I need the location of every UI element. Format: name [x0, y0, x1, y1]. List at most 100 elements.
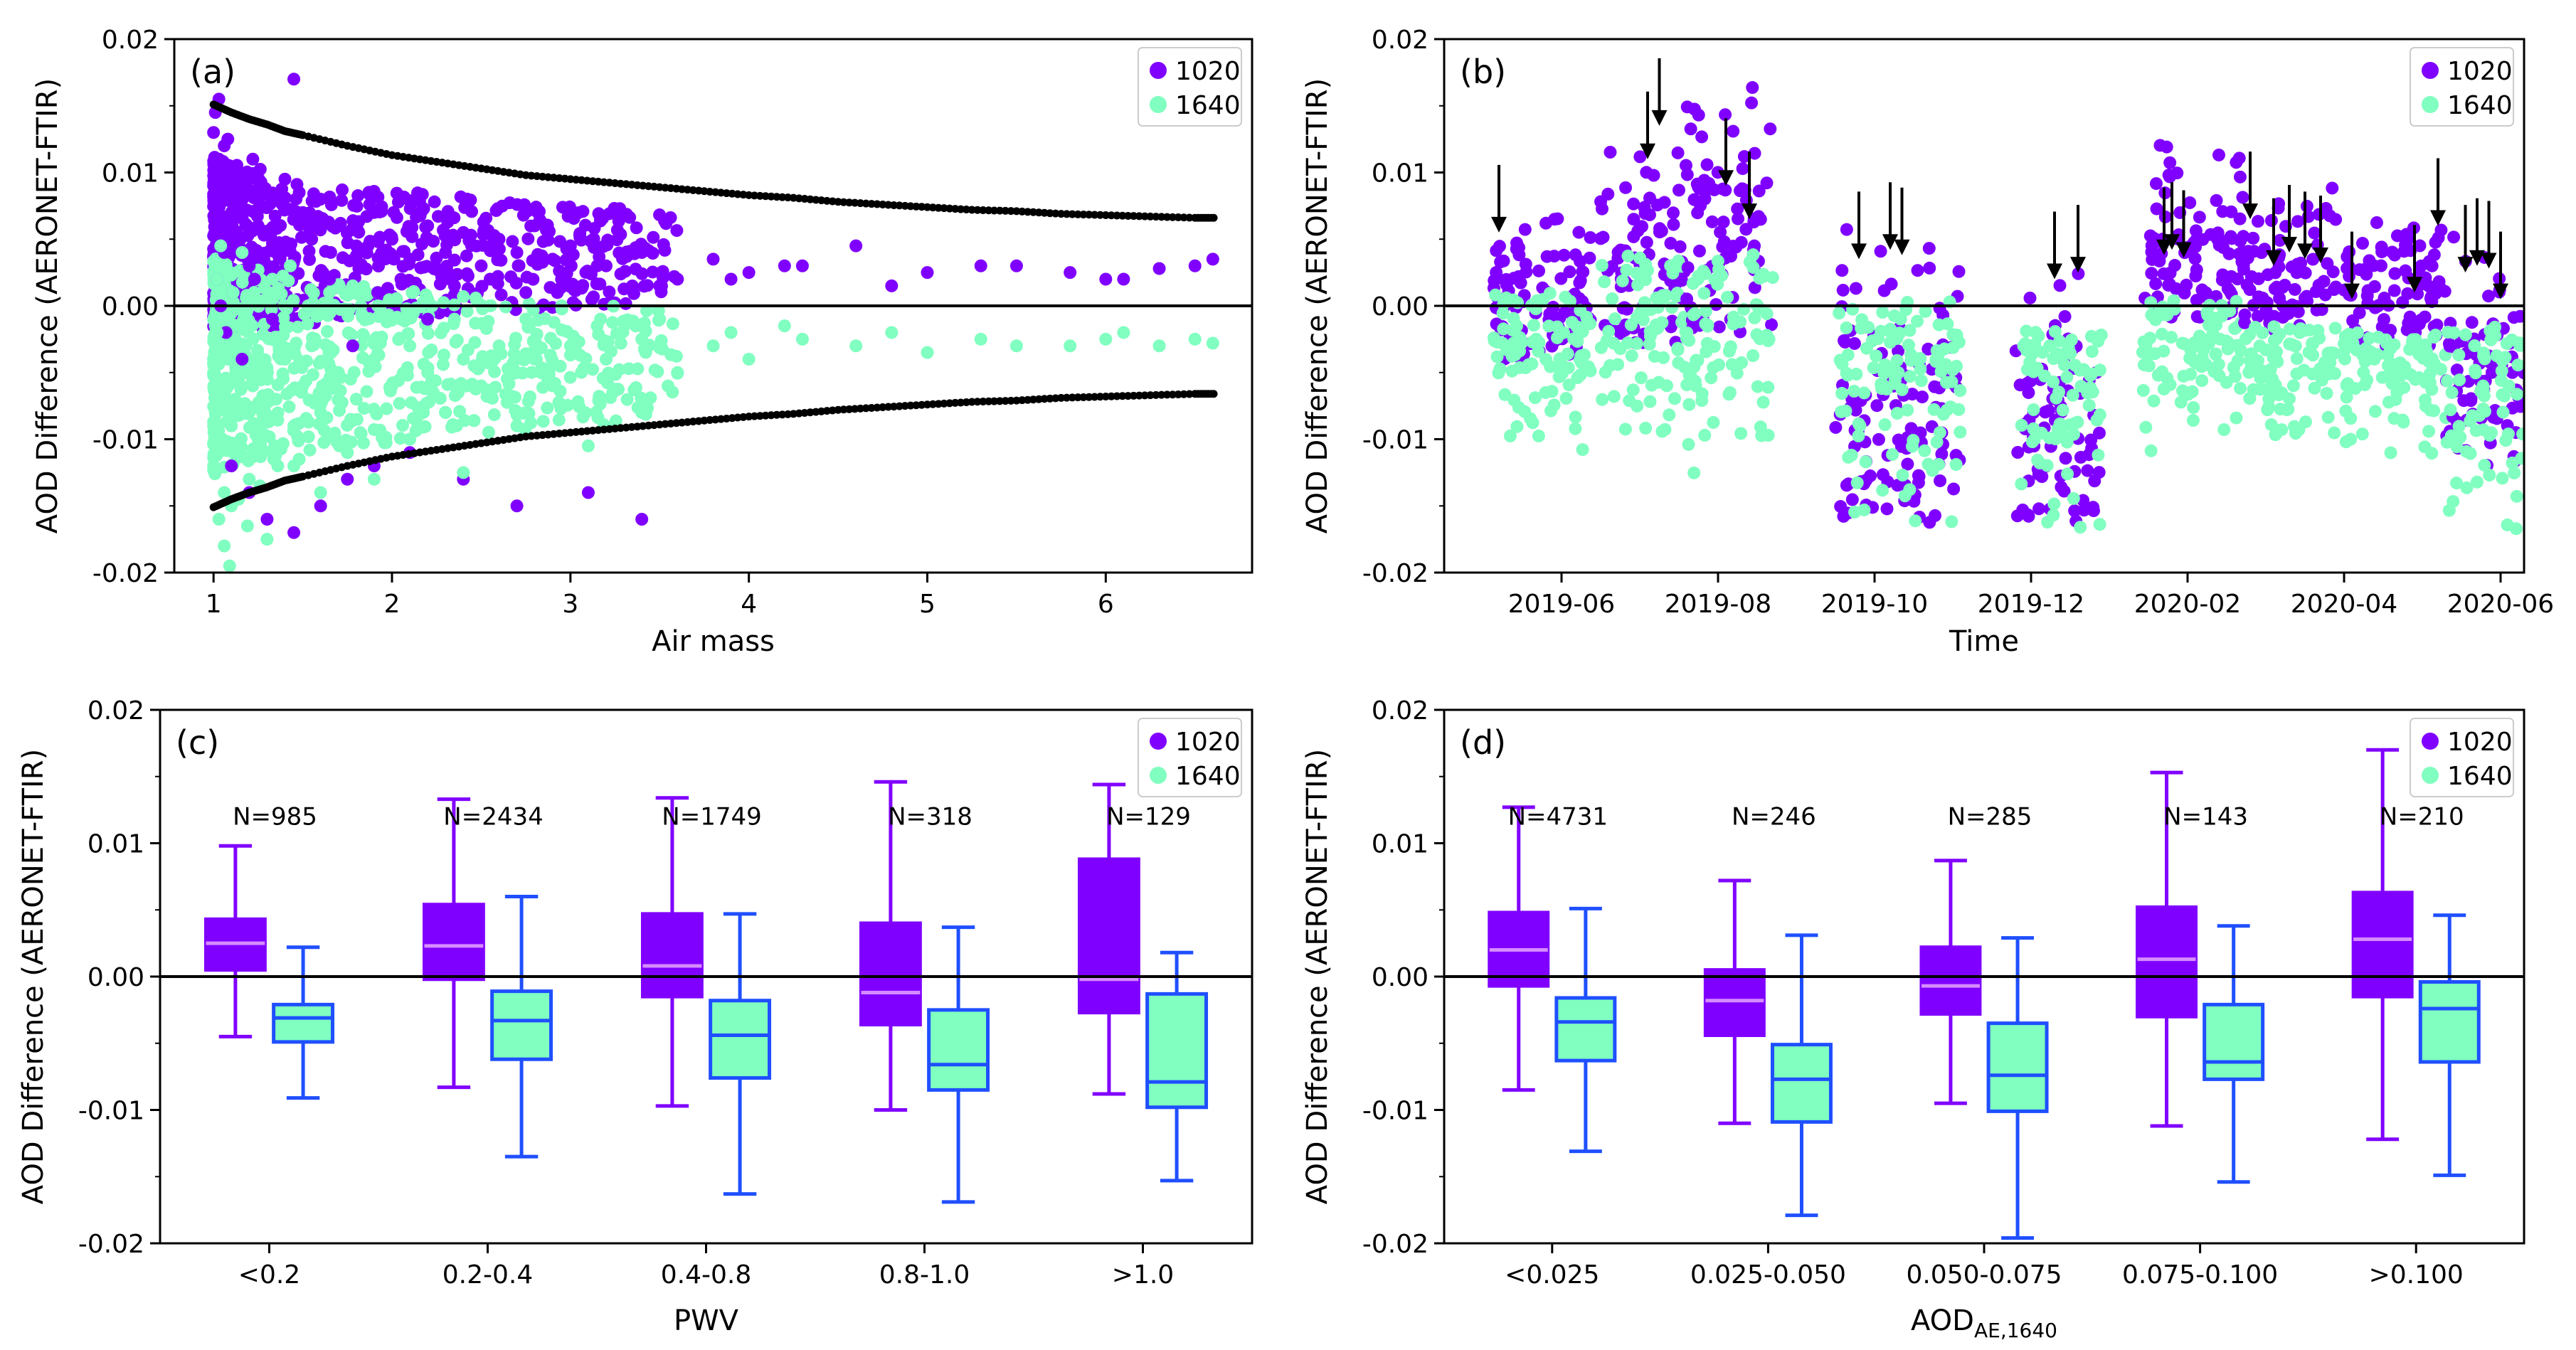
point-1640: [849, 339, 863, 353]
point-1020: [314, 193, 327, 206]
point-1020: [1751, 210, 1765, 223]
point-1640: [1712, 262, 1725, 276]
envelope-lower-point: [895, 402, 903, 410]
envelope-upper-point: [879, 201, 887, 208]
point-1640: [1855, 321, 1868, 335]
point-1640: [571, 395, 585, 408]
point-1020: [2298, 292, 2311, 305]
point-1640: [510, 366, 524, 379]
point-1640: [1860, 341, 1874, 355]
point-1020: [671, 272, 684, 286]
point-1020: [421, 219, 435, 233]
point-1020: [2163, 170, 2176, 184]
arrow-head: [2047, 263, 2062, 280]
legend-label-1020: 1020: [2447, 728, 2513, 757]
point-1640: [656, 342, 669, 356]
envelope-lower-point: [1074, 393, 1082, 402]
point-1020: [302, 245, 316, 258]
panel-c: N=985 N=2434 N=1749 N=318 N=129 -0.02 -0.01 0.0…: [17, 696, 1253, 1337]
arrow-head: [2156, 239, 2172, 255]
point-1640: [2340, 390, 2353, 404]
point-1640: [1893, 326, 1907, 340]
point-1640: [1747, 349, 1760, 362]
y-tick-label: 0.00: [88, 963, 144, 992]
point-1020: [1672, 184, 1685, 197]
point-1640: [278, 353, 292, 366]
point-1640: [531, 314, 545, 327]
point-1640: [1751, 380, 1764, 393]
envelope-lower-point: [862, 404, 870, 413]
x-tick-label: 3: [562, 590, 578, 619]
legend: 1020 1640: [2410, 718, 2514, 797]
point-1640: [1668, 392, 1681, 405]
point-1640: [233, 446, 247, 459]
envelope-lower-point: [901, 402, 909, 410]
point-1020: [2035, 470, 2049, 484]
envelope-upper-point: [923, 203, 931, 211]
point-1020: [477, 228, 490, 242]
box-1020: [2351, 748, 2414, 1142]
point-1020: [1519, 257, 1532, 271]
point-1640: [2136, 383, 2150, 397]
point-1020: [2272, 260, 2286, 274]
point-1020: [1594, 232, 1608, 245]
point-1020: [2251, 309, 2264, 323]
box-1640: [1145, 950, 1209, 1183]
point-1020: [476, 239, 489, 253]
point-1020: [2058, 310, 2072, 324]
point-1640: [1898, 489, 1912, 503]
point-1020: [1760, 176, 1774, 190]
point-1640: [251, 344, 265, 357]
point-1640: [1643, 337, 1656, 351]
point-1020: [1658, 196, 1671, 209]
point-1020: [2236, 191, 2249, 204]
point-1020: [2190, 310, 2204, 324]
point-1020: [2225, 270, 2238, 283]
point-1020: [516, 208, 530, 222]
point-1640: [669, 349, 683, 363]
point-1640: [2267, 320, 2281, 334]
point-1640: [248, 292, 261, 306]
envelope-upper-point: [1091, 211, 1099, 219]
point-1020: [1731, 202, 1744, 216]
point-1020: [2430, 318, 2444, 331]
point-1640: [671, 366, 684, 379]
point-1640: [370, 408, 383, 421]
point-1640: [210, 449, 223, 462]
point-1640: [1919, 304, 1932, 318]
point-1640: [2030, 361, 2044, 375]
point-1640: [1552, 370, 1566, 383]
point-1640: [2445, 386, 2459, 399]
envelope-upper-point: [962, 206, 970, 214]
point-1640: [2090, 413, 2104, 427]
point-1020: [2088, 474, 2101, 488]
point-1640: [1954, 425, 1967, 439]
point-1640: [305, 339, 319, 353]
point-1640: [1569, 422, 1582, 435]
point-1020: [1764, 122, 1777, 136]
point-1640: [1503, 429, 1517, 442]
point-1640: [560, 325, 573, 339]
point-1640: [1490, 350, 1504, 363]
point-1640: [2244, 347, 2258, 361]
x-tick-label: 4: [741, 590, 757, 619]
point-1640: [2338, 352, 2352, 366]
point-1640: [403, 339, 417, 353]
envelope-lower-point: [957, 398, 965, 407]
point-1640: [2174, 395, 2188, 409]
point-1020: [1752, 184, 1766, 198]
point-1640: [2419, 338, 2432, 351]
envelope-upper-point: [1007, 207, 1015, 216]
point-1020: [2272, 197, 2286, 211]
envelope-upper-point: [1096, 211, 1104, 219]
envelope-lower-point: [973, 398, 982, 406]
point-1640: [1670, 287, 1684, 300]
point-1640: [2025, 435, 2039, 449]
point-1640: [221, 341, 235, 355]
x-axis-label: AODAE,1640: [1911, 1304, 2057, 1342]
box-1020: [1077, 782, 1140, 1096]
point-1020: [1872, 432, 1885, 446]
point-1640: [1835, 387, 1849, 400]
plot-frame: [1443, 38, 2525, 574]
point-1640: [1687, 466, 1701, 479]
